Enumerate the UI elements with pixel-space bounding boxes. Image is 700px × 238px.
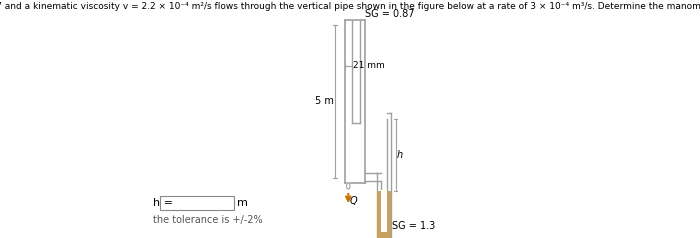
Text: h =: h = — [153, 198, 173, 208]
Text: Oil of SG = 0.87 and a kinematic viscosity v = 2.2 × 10⁻⁴ m²/s flows through the: Oil of SG = 0.87 and a kinematic viscosi… — [0, 2, 700, 11]
Text: SG = 0.87: SG = 0.87 — [365, 9, 415, 19]
Text: 5 m: 5 m — [314, 96, 333, 106]
Bar — [160, 196, 234, 210]
Text: m: m — [237, 198, 248, 208]
Text: 21 mm: 21 mm — [353, 61, 384, 70]
Text: h: h — [397, 150, 403, 160]
Text: the tolerance is +/-2%: the tolerance is +/-2% — [153, 215, 262, 225]
Bar — [382, 190, 387, 232]
Circle shape — [346, 183, 350, 189]
Text: Q: Q — [350, 196, 358, 206]
Bar — [377, 191, 391, 238]
Text: SG = 1.3: SG = 1.3 — [392, 221, 435, 231]
